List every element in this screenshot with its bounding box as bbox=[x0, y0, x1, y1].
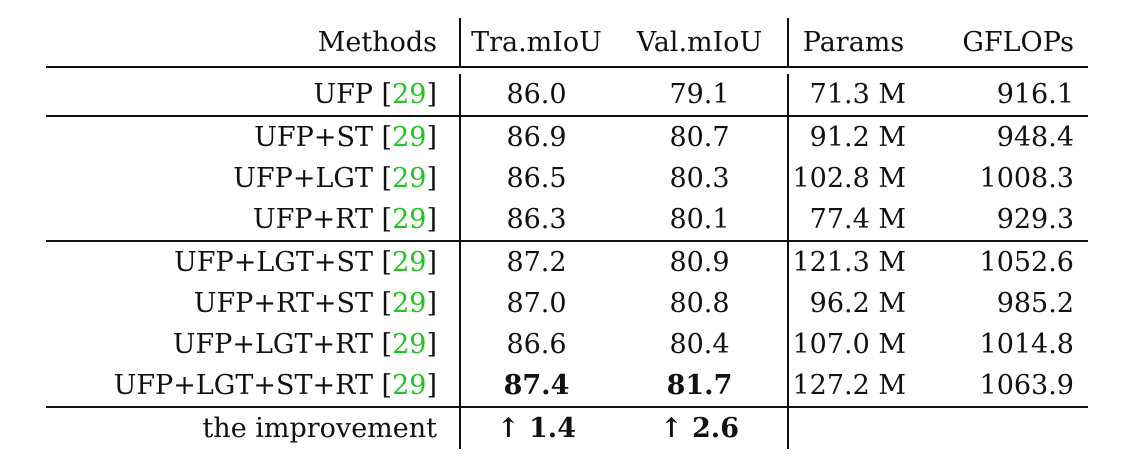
method-name: UFP+RT+ST bbox=[193, 288, 373, 319]
gflops-cell: 929.3 bbox=[996, 204, 1074, 235]
method-cell: UFP+ST [29] bbox=[46, 115, 461, 158]
table-row: UFP+RT [29] 86.3 80.1 77.4 M 929.3 bbox=[46, 199, 1088, 241]
header-methods: Methods bbox=[46, 18, 461, 68]
rule-cell bbox=[460, 66, 612, 74]
val-miou-cell: 81.7 bbox=[612, 365, 789, 407]
gflops-cell: 1063.9 bbox=[979, 370, 1074, 401]
rule-cell bbox=[612, 66, 788, 74]
gflops-cell: 916.1 bbox=[996, 79, 1074, 110]
params-cell: 96.2 M bbox=[809, 288, 906, 319]
params-cell: 121.3 M bbox=[788, 240, 918, 283]
method-cell: UFP+LGT+ST [29] bbox=[46, 240, 461, 283]
results-table-container: Methods Tra.mIoU Val.mIoU Params GFLOPs … bbox=[46, 18, 1088, 449]
improvement-label: the improvement bbox=[46, 406, 461, 449]
method-cell: UFP+LGT+ST+RT [29] bbox=[46, 365, 461, 407]
gflops-cell: 1014.8 bbox=[979, 329, 1074, 360]
val-miou-cell: 80.4 bbox=[612, 324, 789, 365]
rule-cell bbox=[46, 66, 460, 74]
table-row: UFP+RT+ST [29] 87.0 80.8 96.2 M 985.2 bbox=[46, 283, 1088, 324]
citation-link: 29 bbox=[392, 370, 427, 401]
results-table: Methods Tra.mIoU Val.mIoU Params GFLOPs … bbox=[46, 18, 1088, 449]
method-name: UFP+LGT bbox=[233, 163, 373, 194]
improvement-val: ↑ 2.6 bbox=[612, 406, 789, 449]
method-name: UFP+LGT+ST bbox=[174, 247, 373, 278]
method-cell: UFP+RT [29] bbox=[46, 199, 461, 241]
header-gflops: GFLOPs bbox=[918, 18, 1088, 68]
params-cell: 127.2 M bbox=[792, 370, 906, 401]
method-cell: UFP+LGT+RT [29] bbox=[46, 324, 461, 365]
val-miou-cell: 80.8 bbox=[612, 283, 789, 324]
citation-link: 29 bbox=[392, 122, 427, 153]
table-header-row: Methods Tra.mIoU Val.mIoU Params GFLOPs bbox=[46, 18, 1088, 68]
method-name: UFP+ST bbox=[254, 122, 373, 153]
table-row: UFP+LGT [29] 86.5 80.3 102.8 M 1008.3 bbox=[46, 158, 1088, 199]
method-cell: UFP [29] bbox=[46, 74, 461, 116]
val-miou-cell: 80.7 bbox=[612, 115, 789, 158]
tra-miou-cell: 86.5 bbox=[506, 163, 567, 194]
tra-miou-cell: 87.0 bbox=[506, 288, 567, 319]
improvement-params-empty bbox=[788, 406, 918, 449]
citation-link: 29 bbox=[392, 79, 427, 110]
method-name: UFP+LGT+ST+RT bbox=[113, 370, 373, 401]
header-double-rule bbox=[46, 66, 1088, 74]
improvement-tra: ↑ 1.4 bbox=[460, 406, 612, 449]
method-name: UFP+RT bbox=[252, 204, 373, 235]
table-body: UFP [29] 86.0 79.1 71.3 M 916.1 UFP+ST [29] 86… bbox=[46, 66, 1088, 449]
params-cell: 91.2 M bbox=[788, 115, 918, 158]
tra-miou-cell: 87.4 bbox=[503, 370, 570, 401]
val-miou-cell: 80.1 bbox=[612, 199, 789, 241]
citation-link: 29 bbox=[392, 288, 427, 319]
gflops-cell: 1052.6 bbox=[918, 240, 1088, 283]
tra-miou-cell: 86.0 bbox=[506, 79, 567, 110]
params-cell: 77.4 M bbox=[809, 204, 906, 235]
citation-link: 29 bbox=[392, 329, 427, 360]
tra-miou-cell: 86.3 bbox=[506, 204, 567, 235]
method-cell: UFP+LGT [29] bbox=[46, 158, 461, 199]
params-cell: 102.8 M bbox=[792, 163, 906, 194]
table-row: UFP+LGT+ST [29] 87.2 80.9 121.3 M 1052.6 bbox=[46, 240, 1088, 283]
val-miou-cell: 80.9 bbox=[612, 240, 789, 283]
improvement-gflops-empty bbox=[918, 406, 1088, 449]
citation-link: 29 bbox=[392, 247, 427, 278]
table-row: UFP [29] 86.0 79.1 71.3 M 916.1 bbox=[46, 74, 1088, 116]
method-name: UFP bbox=[313, 79, 373, 110]
header-params: Params bbox=[788, 18, 918, 68]
table-row: UFP+ST [29] 86.9 80.7 91.2 M 948.4 bbox=[46, 115, 1088, 158]
tra-miou-cell: 87.2 bbox=[460, 240, 612, 283]
citation-link: 29 bbox=[392, 163, 427, 194]
improvement-row: the improvement ↑ 1.4 ↑ 2.6 bbox=[46, 406, 1088, 449]
rule-cell bbox=[918, 66, 1088, 74]
val-miou-cell: 80.3 bbox=[612, 158, 789, 199]
table-row: UFP+LGT+ST+RT [29] 87.4 81.7 127.2 M 1063.9 bbox=[46, 365, 1088, 407]
tra-miou-cell: 86.9 bbox=[460, 115, 612, 158]
gflops-cell: 1008.3 bbox=[979, 163, 1074, 194]
rule-cell bbox=[788, 66, 918, 74]
params-cell: 107.0 M bbox=[792, 329, 906, 360]
val-miou-cell: 79.1 bbox=[612, 74, 789, 116]
table-row: UFP+LGT+RT [29] 86.6 80.4 107.0 M 1014.8 bbox=[46, 324, 1088, 365]
gflops-cell: 985.2 bbox=[996, 288, 1074, 319]
tra-miou-cell: 86.6 bbox=[506, 329, 567, 360]
gflops-cell: 948.4 bbox=[918, 115, 1088, 158]
header-val-miou: Val.mIoU bbox=[612, 18, 789, 68]
header-tra-miou: Tra.mIoU bbox=[460, 18, 612, 68]
method-cell: UFP+RT+ST [29] bbox=[46, 283, 461, 324]
citation-link: 29 bbox=[392, 204, 427, 235]
params-cell: 71.3 M bbox=[809, 79, 906, 110]
method-name: UFP+LGT+RT bbox=[172, 329, 373, 360]
